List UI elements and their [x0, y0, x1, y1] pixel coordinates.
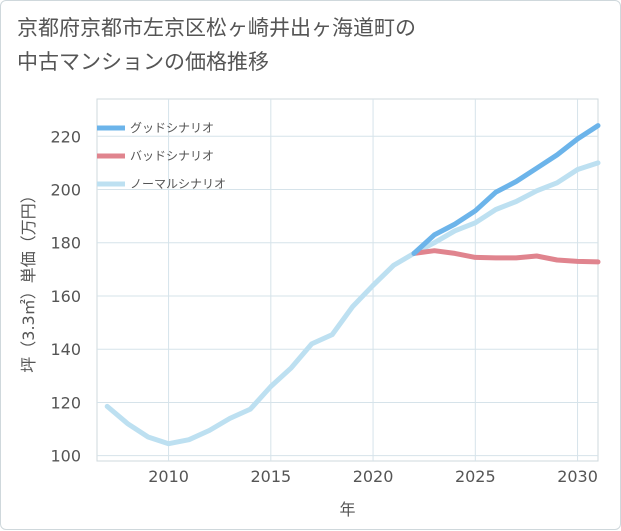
- x-tick-label-2010: 2010: [148, 467, 189, 486]
- y-axis-label: 坪（3.3㎡）単価（万円）: [19, 187, 38, 372]
- y-tick-label-200: 200: [50, 181, 81, 200]
- x-axis-label: 年: [339, 500, 355, 519]
- y-tick-label-160: 160: [50, 287, 81, 306]
- y-tick-label-180: 180: [50, 234, 81, 253]
- series-line-0: [411, 123, 601, 256]
- legend-label-0: グッドシナリオ: [130, 121, 214, 135]
- series-line-2: [104, 160, 601, 447]
- x-tick-label-2015: 2015: [250, 467, 291, 486]
- chart-title: 京都府京都市左京区松ヶ崎井出ヶ海道町の 中古マンションの価格推移: [17, 11, 607, 79]
- y-tick-label-220: 220: [50, 127, 81, 146]
- x-tick-label-2020: 2020: [353, 467, 394, 486]
- x-tick-label-2025: 2025: [455, 467, 496, 486]
- y-tick-label-100: 100: [50, 447, 81, 466]
- legend-label-1: バッドシナリオ: [130, 149, 214, 163]
- y-tick-label-120: 120: [50, 393, 81, 412]
- legend-label-2: ノーマルシナリオ: [130, 177, 226, 191]
- y-tick-label-140: 140: [50, 340, 81, 359]
- series-line-1: [411, 248, 601, 265]
- chart-title-line-2: 中古マンションの価格推移: [17, 50, 269, 74]
- chart-title-line-1: 京都府京都市左京区松ヶ崎井出ヶ海道町の: [17, 16, 416, 40]
- plot-area: [96, 98, 599, 462]
- x-tick-label-2030: 2030: [557, 467, 598, 486]
